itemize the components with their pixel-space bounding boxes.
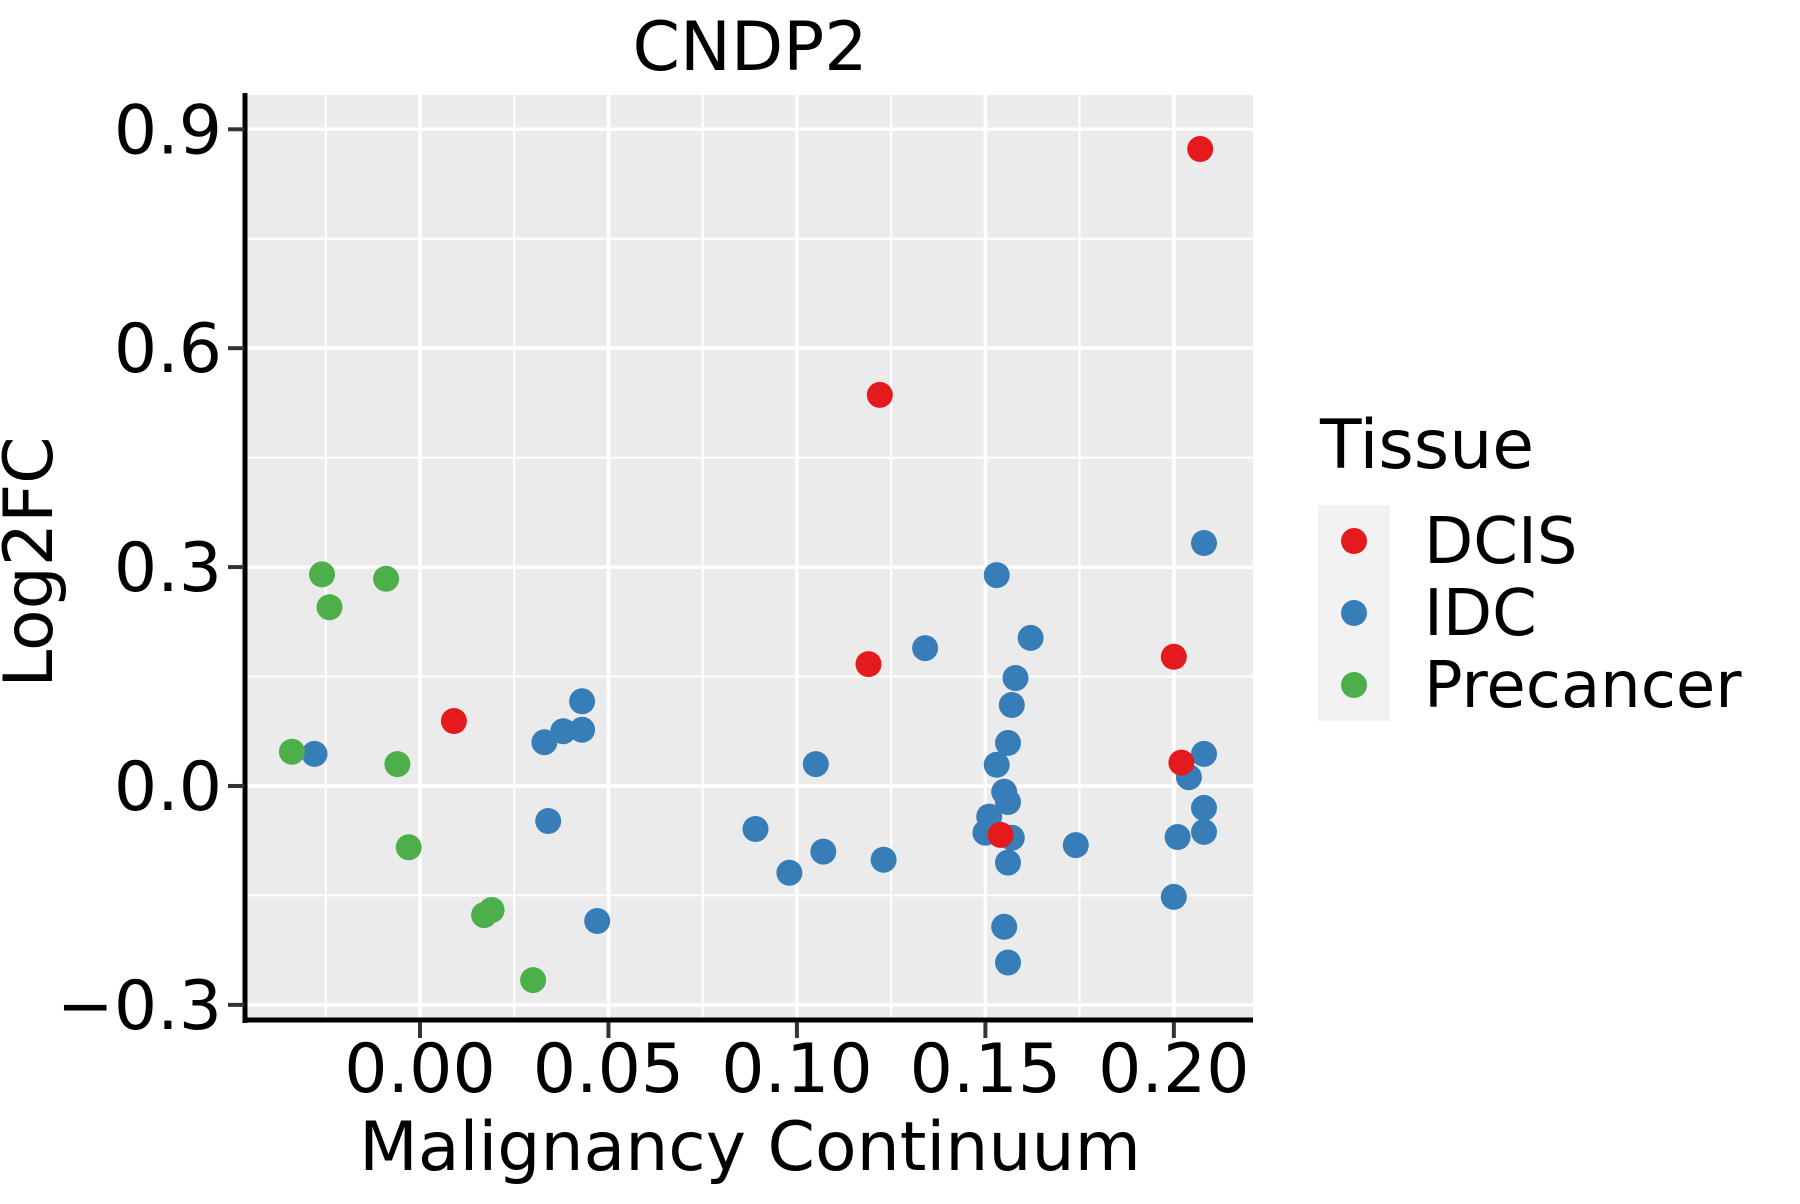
legend-dot-precancer [1341,672,1367,698]
data-point-dcis [1160,643,1187,670]
legend-dot-dcis [1341,528,1367,554]
plot-title: CNDP2 [633,8,868,87]
data-point-precancer [384,751,411,778]
x-tick-label: 0.05 [533,1030,684,1109]
data-point-idc [1062,832,1089,859]
data-point-idc [531,729,558,756]
data-point-idc [569,688,596,715]
data-point-idc [1164,824,1191,850]
major-gridlines [247,95,1253,1018]
data-point-precancer [395,834,422,861]
data-point-idc [983,751,1010,778]
legend-label-idc: IDC [1424,577,1537,651]
data-point-idc [1160,883,1187,910]
data-point-dcis [1187,136,1214,162]
data-point-idc [995,729,1021,756]
legend-title: Tissue [1319,406,1534,485]
data-point-dcis [987,821,1014,848]
data-point-idc [1191,740,1217,767]
data-point-idc [1002,665,1029,691]
data-point-dcis [866,381,893,408]
x-tick-label: 0.15 [910,1030,1061,1109]
y-axis-title: Log2FC [0,436,69,687]
y-tick-label: 0.3 [114,529,222,608]
x-tick-label: 0.00 [344,1030,495,1109]
data-point-precancer [316,594,343,621]
data-point-idc [983,562,1010,589]
axis-ticks [228,127,1176,1038]
data-point-idc [802,751,829,778]
legend-label-precancer: Precancer [1424,649,1742,723]
data-point-precancer [520,967,547,994]
data-point-idc [995,789,1021,815]
data-point-precancer [478,897,505,923]
x-tick-label: 0.10 [721,1030,872,1109]
data-point-idc [870,846,897,873]
data-point-precancer [278,738,305,765]
y-tick-label: 0.0 [114,748,222,827]
data-point-idc [810,838,837,865]
data-point-idc [995,849,1021,876]
data-point-dcis [1168,749,1195,776]
data-point-idc [1191,818,1217,845]
data-point-idc [584,908,611,934]
data-point-idc [301,740,328,767]
data-point-idc [569,716,596,743]
x-tick-label: 0.20 [1098,1030,1249,1109]
data-point-idc [776,859,803,886]
axis-tick-labels: 0.00 0.05 0.10 0.15 0.20 −0.3 0.0 0.3 0.6 0.9 [57,91,1250,1109]
data-point-idc [912,635,939,662]
legend-label-dcis: DCIS [1424,505,1577,579]
y-tick-label: −0.3 [57,967,222,1046]
data-point-dcis [855,651,882,678]
data-point-idc [742,816,769,842]
data-point-idc [998,692,1025,718]
data-point-idc [535,808,562,834]
data-points [278,136,1217,994]
data-point-idc [995,949,1021,976]
data-point-precancer [309,561,335,588]
data-point-idc [991,913,1018,940]
minor-gridlines [247,95,1253,1018]
legend: Tissue DCIS IDC Precancer [1318,406,1742,723]
y-tick-label: 0.9 [114,91,222,170]
data-point-dcis [440,708,467,734]
data-point-idc [1191,794,1217,821]
legend-dot-idc [1341,600,1367,626]
plot-panel [247,95,1253,1018]
data-point-idc [550,718,577,745]
x-axis-title: Malignancy Continuum [359,1108,1141,1187]
data-point-idc [1191,530,1217,556]
data-point-idc [1017,624,1044,651]
y-tick-label: 0.6 [114,310,222,389]
data-point-precancer [373,565,400,592]
